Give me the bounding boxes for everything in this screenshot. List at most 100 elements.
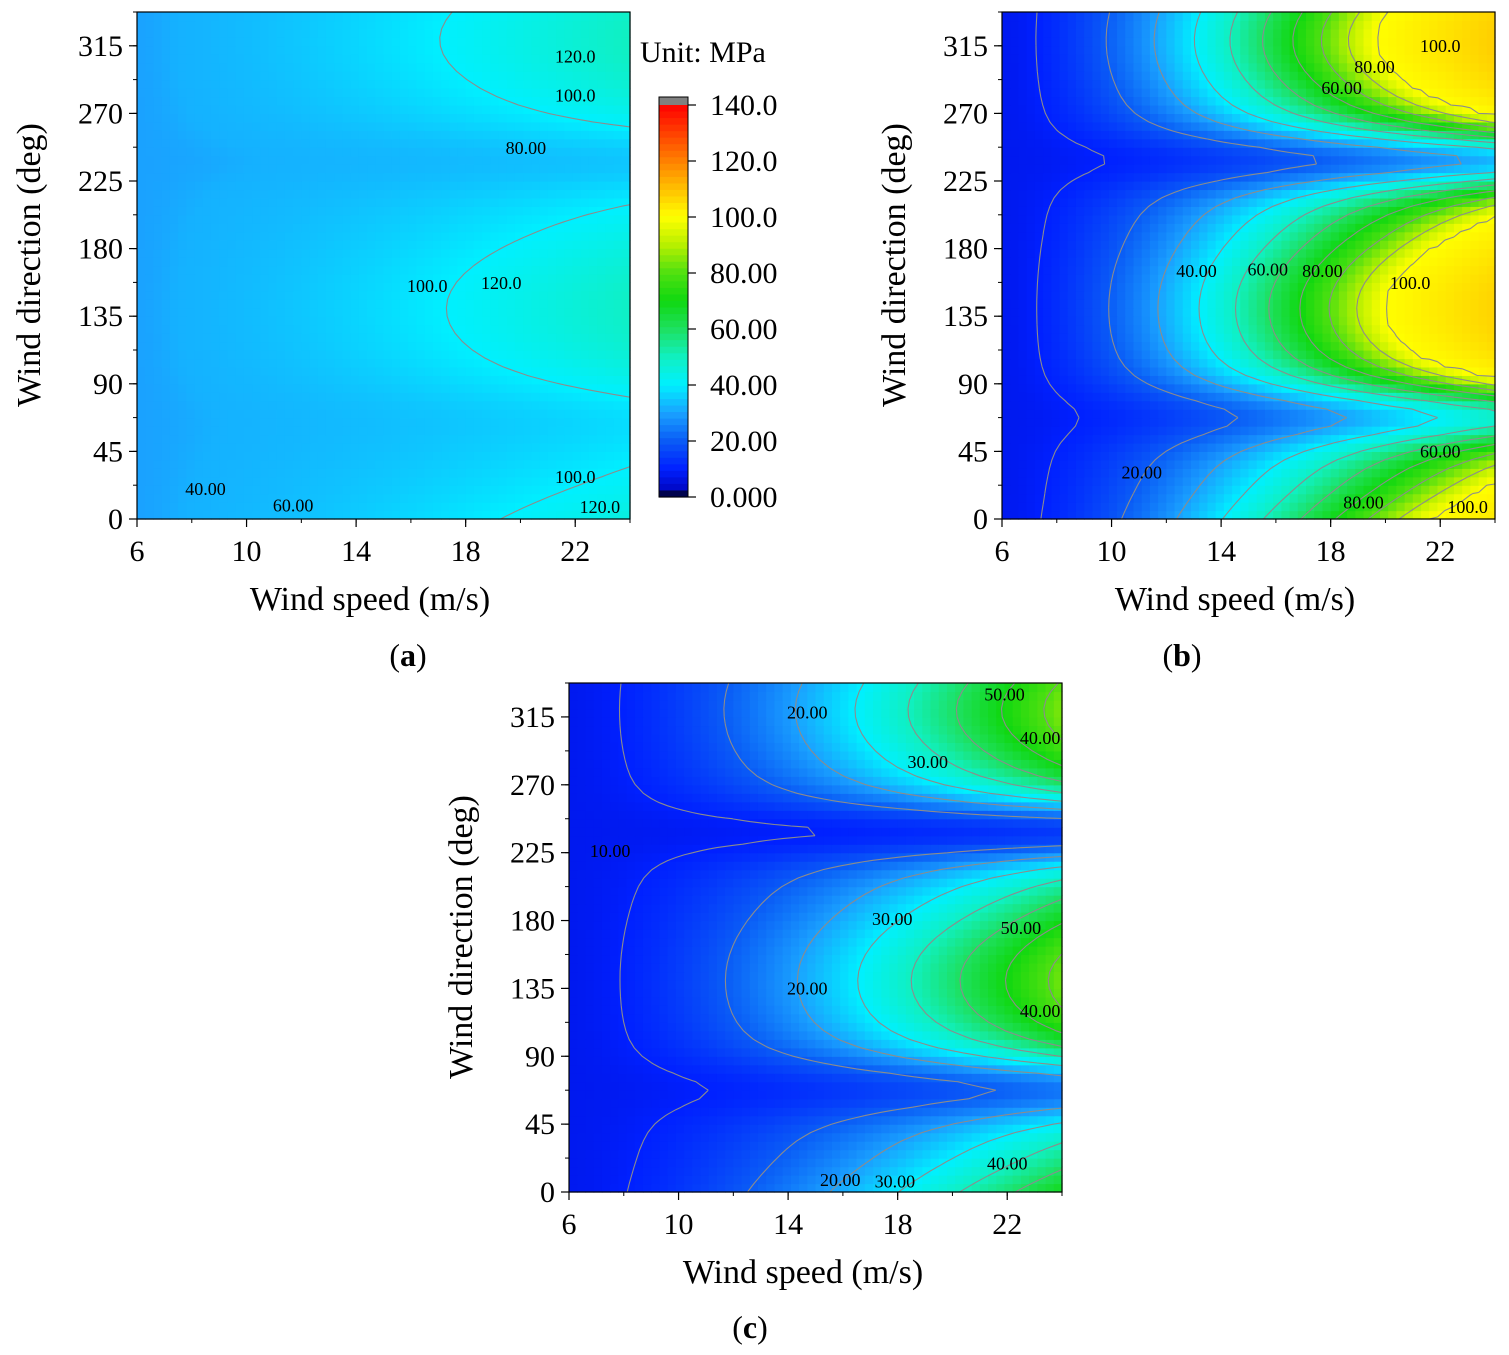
heat-cell [1264, 485, 1274, 495]
heat-cell [210, 502, 220, 512]
heat-cell [1034, 366, 1044, 376]
heat-cell [457, 88, 467, 98]
heat-cell [531, 426, 541, 436]
heat-cell [1092, 333, 1102, 343]
heat-cell [580, 223, 590, 233]
heat-cell [178, 493, 187, 503]
heat-cell [219, 248, 228, 258]
heat-cell [1043, 493, 1052, 503]
heat-cell [227, 290, 237, 300]
heat-cell [350, 409, 360, 419]
heat-cell [309, 468, 319, 478]
heat-cell [1026, 350, 1036, 360]
heat-cell [325, 366, 335, 376]
heat-cell [597, 383, 606, 393]
heat-cell [252, 197, 261, 207]
heat-cell [367, 12, 376, 22]
heat-cell [613, 442, 623, 452]
heat-cell [441, 240, 450, 250]
heat-cell [572, 62, 582, 72]
heat-cell [1199, 485, 1209, 495]
heat-cell [243, 383, 253, 393]
heat-cell [1347, 459, 1356, 469]
heat-cell [1388, 400, 1397, 410]
heat-cell [432, 299, 442, 309]
heat-cell [350, 341, 360, 351]
heat-cell [441, 434, 450, 444]
heat-cell [145, 113, 155, 123]
heat-cell [432, 79, 442, 89]
heat-cell [334, 366, 344, 376]
heat-cell [556, 493, 565, 503]
heat-cell [178, 147, 187, 157]
heat-cell [1133, 451, 1143, 461]
heat-cell [482, 476, 491, 486]
heat-cell [243, 426, 253, 436]
heat-cell [317, 71, 327, 81]
heat-cell [219, 223, 228, 233]
heat-cell [367, 383, 376, 393]
heat-cell [416, 417, 426, 427]
heat-cell [1125, 434, 1135, 444]
heat-cell [194, 155, 204, 165]
heat-cell [441, 12, 450, 22]
heat-cell [514, 231, 524, 241]
heat-cell [161, 375, 171, 385]
heat-cell [252, 54, 261, 64]
heat-cell [202, 71, 212, 81]
heat-cell [301, 375, 311, 385]
heat-cell [367, 113, 376, 123]
heat-cell [301, 426, 311, 436]
heat-cell [556, 316, 565, 326]
heat-cell [137, 172, 146, 182]
heat-cell [309, 282, 319, 292]
heat-cell [1125, 392, 1135, 402]
heat-cell [317, 307, 327, 317]
heat-cell [1281, 468, 1291, 478]
heat-cell [1404, 459, 1414, 469]
heat-cell [334, 88, 344, 98]
heat-cell [301, 476, 311, 486]
heat-cell [416, 37, 426, 47]
heat-cell [350, 189, 360, 199]
heat-cell [588, 147, 598, 157]
heat-cell [210, 181, 220, 191]
heat-cell [1388, 375, 1397, 385]
heat-cell [1034, 510, 1044, 520]
heat-cell [482, 265, 491, 275]
heat-cell [342, 197, 352, 207]
heat-cell [350, 434, 360, 444]
heat-cell [367, 104, 376, 114]
heat-cell [580, 383, 590, 393]
heat-cell [465, 442, 475, 452]
heat-cell [145, 248, 155, 258]
heat-cell [350, 104, 360, 114]
heat-cell [408, 510, 417, 520]
heat-cell [1462, 468, 1471, 478]
heat-cell [432, 392, 442, 402]
heat-cell [350, 248, 360, 258]
heat-cell [342, 459, 352, 469]
heat-cell [1462, 476, 1471, 486]
heat-cell [1388, 341, 1397, 351]
heat-cell [301, 231, 311, 241]
heat-cell [432, 316, 442, 326]
heat-cell [1002, 383, 1011, 393]
heat-cell [334, 130, 344, 140]
heat-cell [1486, 366, 1496, 376]
heat-cell [523, 223, 532, 233]
heat-cell [539, 181, 549, 191]
heat-cell [1002, 375, 1011, 385]
heat-cell [424, 333, 434, 343]
heat-cell [556, 121, 565, 131]
heat-cell [1207, 510, 1217, 520]
heat-cell [572, 324, 582, 334]
heat-cell [432, 54, 442, 64]
heat-cell [235, 12, 245, 22]
heat-cell [252, 392, 261, 402]
heat-cell [1158, 358, 1167, 368]
heat-cell [482, 442, 491, 452]
heat-cell [276, 62, 286, 72]
heat-cell [449, 181, 459, 191]
heat-cell [482, 138, 491, 148]
